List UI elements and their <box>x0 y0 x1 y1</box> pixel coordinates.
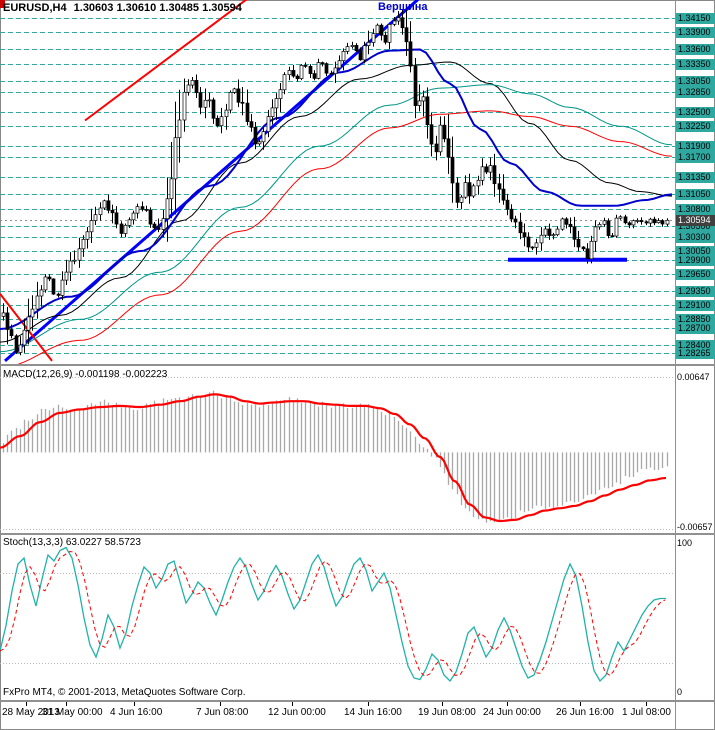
panel-separator[interactable] <box>0 364 715 366</box>
price-level-tag: 1.29350 <box>676 286 715 297</box>
time-axis-label: 28 May 2013 <box>2 707 60 718</box>
time-axis-label: 26 Jun 16:00 <box>556 707 614 718</box>
price-level-tag: 1.30300 <box>676 232 715 243</box>
time-axis-label: 1 Jul 08:00 <box>622 707 671 718</box>
price-level-tag: 1.29900 <box>676 255 715 266</box>
price-level-tag: 1.30500 <box>676 221 715 232</box>
price-level-tag: 1.29650 <box>676 269 715 280</box>
time-axis-label: 24 Jun 00:00 <box>483 707 541 718</box>
price-level-tag: 1.28400 <box>676 340 715 351</box>
price-level-tag: 1.28700 <box>676 323 715 334</box>
price-level-tag: 1.31050 <box>676 189 715 200</box>
scale-separator <box>675 0 676 730</box>
price-level-tag: 1.30800 <box>676 204 715 215</box>
time-axis-tick <box>368 702 369 706</box>
macd-signal-line <box>0 393 667 523</box>
price-level-tag: 1.28850 <box>676 314 715 325</box>
ohlc-quote: 1.30603 1.30610 1.30485 1.30594 <box>73 2 242 14</box>
time-axis-tick <box>134 702 135 706</box>
time-axis-label: 31 May 00:00 <box>42 707 103 718</box>
price-level-tag: 1.33050 <box>676 76 715 87</box>
trendlines <box>0 0 627 363</box>
stoch-grid-levels <box>0 573 675 664</box>
macd-scale-max: 0.00647 <box>677 372 710 382</box>
time-axis-tick <box>442 702 443 706</box>
macd-scale-min: -0.00657 <box>677 522 713 532</box>
stoch-scale-max: 100 <box>677 538 693 548</box>
macd-indicator-canvas[interactable] <box>0 366 675 533</box>
stoch-main-line <box>0 546 666 683</box>
ma-teal <box>0 84 673 353</box>
price-level-tag: 1.32500 <box>676 107 715 118</box>
price-level-tag: 1.29100 <box>676 300 715 311</box>
time-axis-label: 14 Jun 16:00 <box>344 707 402 718</box>
time-axis-label: 19 Jun 08:00 <box>418 707 476 718</box>
time-axis-tick <box>580 702 581 706</box>
symbol-timeframe-label: EURUSD,H4 <box>3 2 67 14</box>
time-axis-tick <box>646 702 647 706</box>
chart-title: EURUSD,H4 1.30603 1.30610 1.30485 1.3059… <box>3 2 246 14</box>
stoch-scale-min: 0 <box>677 687 683 697</box>
main-price-chart-canvas[interactable] <box>0 0 675 364</box>
peak-annotation: Вершина <box>378 1 428 13</box>
candlestick-series <box>1 6 670 356</box>
stoch-signal-line <box>0 550 666 677</box>
price-level-tag: 1.31900 <box>676 141 715 152</box>
price-level-tag: 1.28265 <box>676 348 715 359</box>
axis-separator <box>0 700 715 702</box>
time-axis-label: 12 Jun 00:00 <box>268 707 326 718</box>
panel-separator[interactable] <box>0 533 715 535</box>
ma-black <box>0 61 673 343</box>
copyright-text: FxPro MT4, © 2001-2013, MetaQuotes Softw… <box>3 687 246 698</box>
time-axis-tick <box>220 702 221 706</box>
price-level-tag: 1.33600 <box>676 44 715 55</box>
time-axis-tick <box>507 702 508 706</box>
macd-histogram <box>2 390 669 523</box>
ma-red <box>17 110 673 364</box>
price-level-tag: 1.31700 <box>676 152 715 163</box>
price-level-tag: 1.32850 <box>676 87 715 98</box>
corner-marker <box>0 0 5 8</box>
stochastic-indicator-canvas[interactable] <box>0 535 675 700</box>
time-axis-tick <box>292 702 293 706</box>
time-axis-tick <box>26 702 27 706</box>
price-level-tag: 1.34150 <box>676 13 715 24</box>
time-axis-label: 7 Jun 08:00 <box>196 707 249 718</box>
price-level-tag: 1.32250 <box>676 121 715 132</box>
macd-label: MACD(12,26,9) -0.001198 -0.002223 <box>3 369 168 380</box>
price-level-tag: 1.33900 <box>676 27 715 38</box>
time-axis-label: 4 Jun 16:00 <box>110 707 163 718</box>
price-level-tag: 1.31350 <box>676 172 715 183</box>
price-level-tag: 1.30050 <box>676 246 715 257</box>
stoch-label: Stoch(13,3,3) 63.0227 58.5723 <box>3 537 141 548</box>
price-level-tag: 1.33350 <box>676 59 715 70</box>
time-axis-tick <box>66 702 67 706</box>
current-price-tag: 1.30594 <box>676 215 715 226</box>
